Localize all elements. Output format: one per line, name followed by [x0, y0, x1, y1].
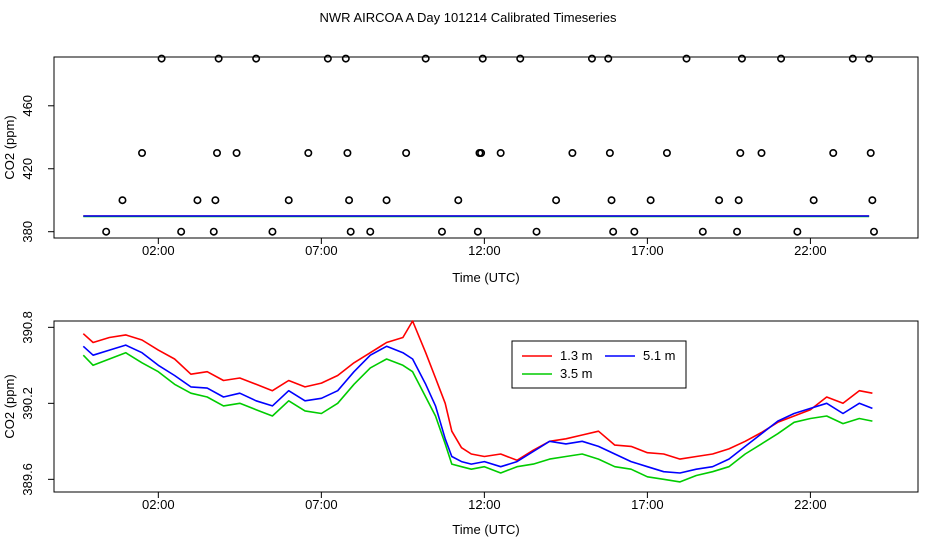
data-point: [478, 54, 487, 63]
x-tick-label: 02:00: [142, 497, 175, 512]
data-point: [587, 54, 596, 63]
data-point: [232, 149, 241, 158]
data-point: [284, 196, 293, 205]
data-point: [604, 54, 613, 63]
y-tick-label: 420: [20, 158, 35, 180]
x-tick-label: 12:00: [468, 497, 501, 512]
data-point: [496, 149, 505, 158]
data-point: [829, 149, 838, 158]
data-point: [734, 196, 743, 205]
y-tick-label: 380: [20, 221, 35, 243]
data-point: [607, 196, 616, 205]
x-tick-label: 22:00: [794, 243, 827, 258]
data-point: [366, 227, 375, 236]
data-point: [268, 227, 277, 236]
legend-box: [511, 340, 687, 389]
y-axis-label: CO2 (ppm): [2, 115, 17, 179]
data-point: [715, 196, 724, 205]
data-point: [868, 196, 877, 205]
data-point: [209, 227, 218, 236]
data-point: [757, 149, 766, 158]
figure-title: NWR AIRCOA A Day 101214 Calibrated Times…: [320, 10, 617, 25]
data-point: [193, 196, 202, 205]
data-point: [213, 149, 222, 158]
x-tick-label: 17:00: [631, 243, 664, 258]
data-point: [345, 196, 354, 205]
data-point: [662, 149, 671, 158]
top-panel-scatter: 02:00 07:00 12:00 17:00 22:00 380 420 460 Time (…: [2, 54, 919, 285]
plot-frame: [53, 56, 919, 239]
data-point: [454, 196, 463, 205]
data-point: [609, 227, 618, 236]
data-point: [102, 227, 111, 236]
plot-frame: [53, 320, 919, 493]
data-point: [138, 149, 147, 158]
data-point: [211, 196, 220, 205]
x-tick-label: 02:00: [142, 243, 175, 258]
data-point: [214, 54, 223, 63]
series-line-1-3-m: [82, 320, 873, 462]
data-point: [552, 196, 561, 205]
data-point: [809, 196, 818, 205]
data-point: [532, 227, 541, 236]
data-point: [865, 54, 874, 63]
data-point: [402, 149, 411, 158]
y-tick-label: 390.8: [20, 311, 35, 344]
data-point: [646, 196, 655, 205]
x-tick-label: 07:00: [305, 497, 338, 512]
data-point: [793, 227, 802, 236]
data-point: [473, 227, 482, 236]
y-tick-label: 389.6: [20, 463, 35, 496]
bottom-panel-timeseries: 02:00 07:00 12:00 17:00 22:00 389.6 390.2 390.8…: [2, 311, 919, 537]
data-point: [177, 227, 186, 236]
data-point: [382, 196, 391, 205]
x-tick-label: 22:00: [794, 497, 827, 512]
data-point: [630, 227, 639, 236]
data-point: [736, 149, 745, 158]
legend-label: 5.1 m: [643, 348, 676, 363]
x-tick-label: 12:00: [468, 243, 501, 258]
x-axis-label: Time (UTC): [452, 522, 519, 537]
data-point: [157, 54, 166, 63]
data-point: [421, 54, 430, 63]
data-point: [866, 149, 875, 158]
series-line-5-1-m: [82, 344, 873, 474]
x-tick-label: 17:00: [631, 497, 664, 512]
data-point: [568, 149, 577, 158]
data-point: [733, 227, 742, 236]
data-point: [323, 54, 332, 63]
data-point: [346, 227, 355, 236]
data-point: [437, 227, 446, 236]
legend-label: 1.3 m: [560, 348, 593, 363]
data-point: [477, 149, 486, 158]
x-axis-label: Time (UTC): [452, 270, 519, 285]
data-point: [343, 149, 352, 158]
data-point: [682, 54, 691, 63]
y-tick-label: 390.2: [20, 387, 35, 420]
data-point: [737, 54, 746, 63]
data-point: [304, 149, 313, 158]
y-axis-label: CO2 (ppm): [2, 374, 17, 438]
x-tick-label: 07:00: [305, 243, 338, 258]
data-point: [118, 196, 127, 205]
y-tick-label: 460: [20, 95, 35, 117]
series-line-3-5-m: [82, 351, 873, 483]
legend-label: 3.5 m: [560, 366, 593, 381]
data-point: [341, 54, 350, 63]
data-point: [252, 54, 261, 63]
data-point: [605, 149, 614, 158]
data-point: [848, 54, 857, 63]
data-point: [777, 54, 786, 63]
data-point: [869, 227, 878, 236]
data-point: [516, 54, 525, 63]
data-point: [698, 227, 707, 236]
